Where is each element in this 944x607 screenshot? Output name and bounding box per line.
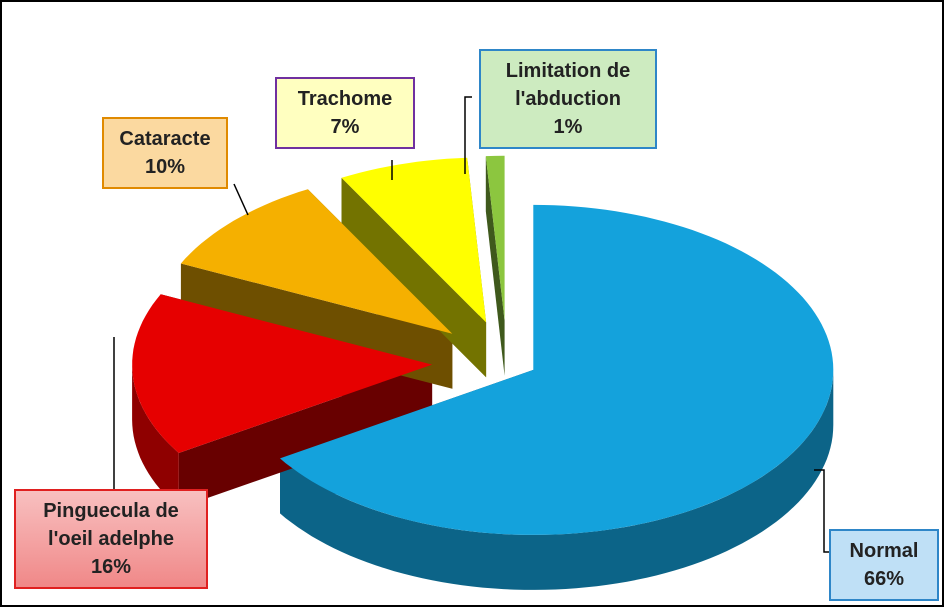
slice <box>180 189 453 334</box>
slice-wall <box>280 369 834 590</box>
value-label: 10% <box>144 156 186 178</box>
slice <box>280 204 834 535</box>
slice-side <box>341 177 487 378</box>
value-label: 7% <box>330 116 360 138</box>
leader-line <box>233 183 249 216</box>
category-label: Normal <box>849 540 919 562</box>
value-label: 1% <box>553 116 583 138</box>
data-label: Trachome 7% <box>275 77 415 149</box>
value-label: 66% <box>863 568 905 590</box>
category-label: Trachome <box>297 88 393 110</box>
category-label: Pinguecula de l'oeil adelphe <box>43 500 179 550</box>
data-label: Normal 66% <box>829 529 939 601</box>
category-label: Cataracte <box>119 128 211 150</box>
leader-line <box>464 96 472 174</box>
category-label: Limitation de l'abduction <box>505 60 631 110</box>
data-label: Limitation de l'abduction 1% <box>479 49 657 149</box>
slice <box>485 155 505 321</box>
leader-line <box>814 469 829 553</box>
data-label: Pinguecula de l'oeil adelphe 16% <box>14 489 208 589</box>
data-label: Cataracte 10% <box>102 117 228 189</box>
slice-wall <box>132 364 179 508</box>
slice <box>341 157 487 323</box>
value-label: 16% <box>90 556 132 578</box>
slice-side <box>485 156 505 376</box>
slice <box>132 294 433 453</box>
